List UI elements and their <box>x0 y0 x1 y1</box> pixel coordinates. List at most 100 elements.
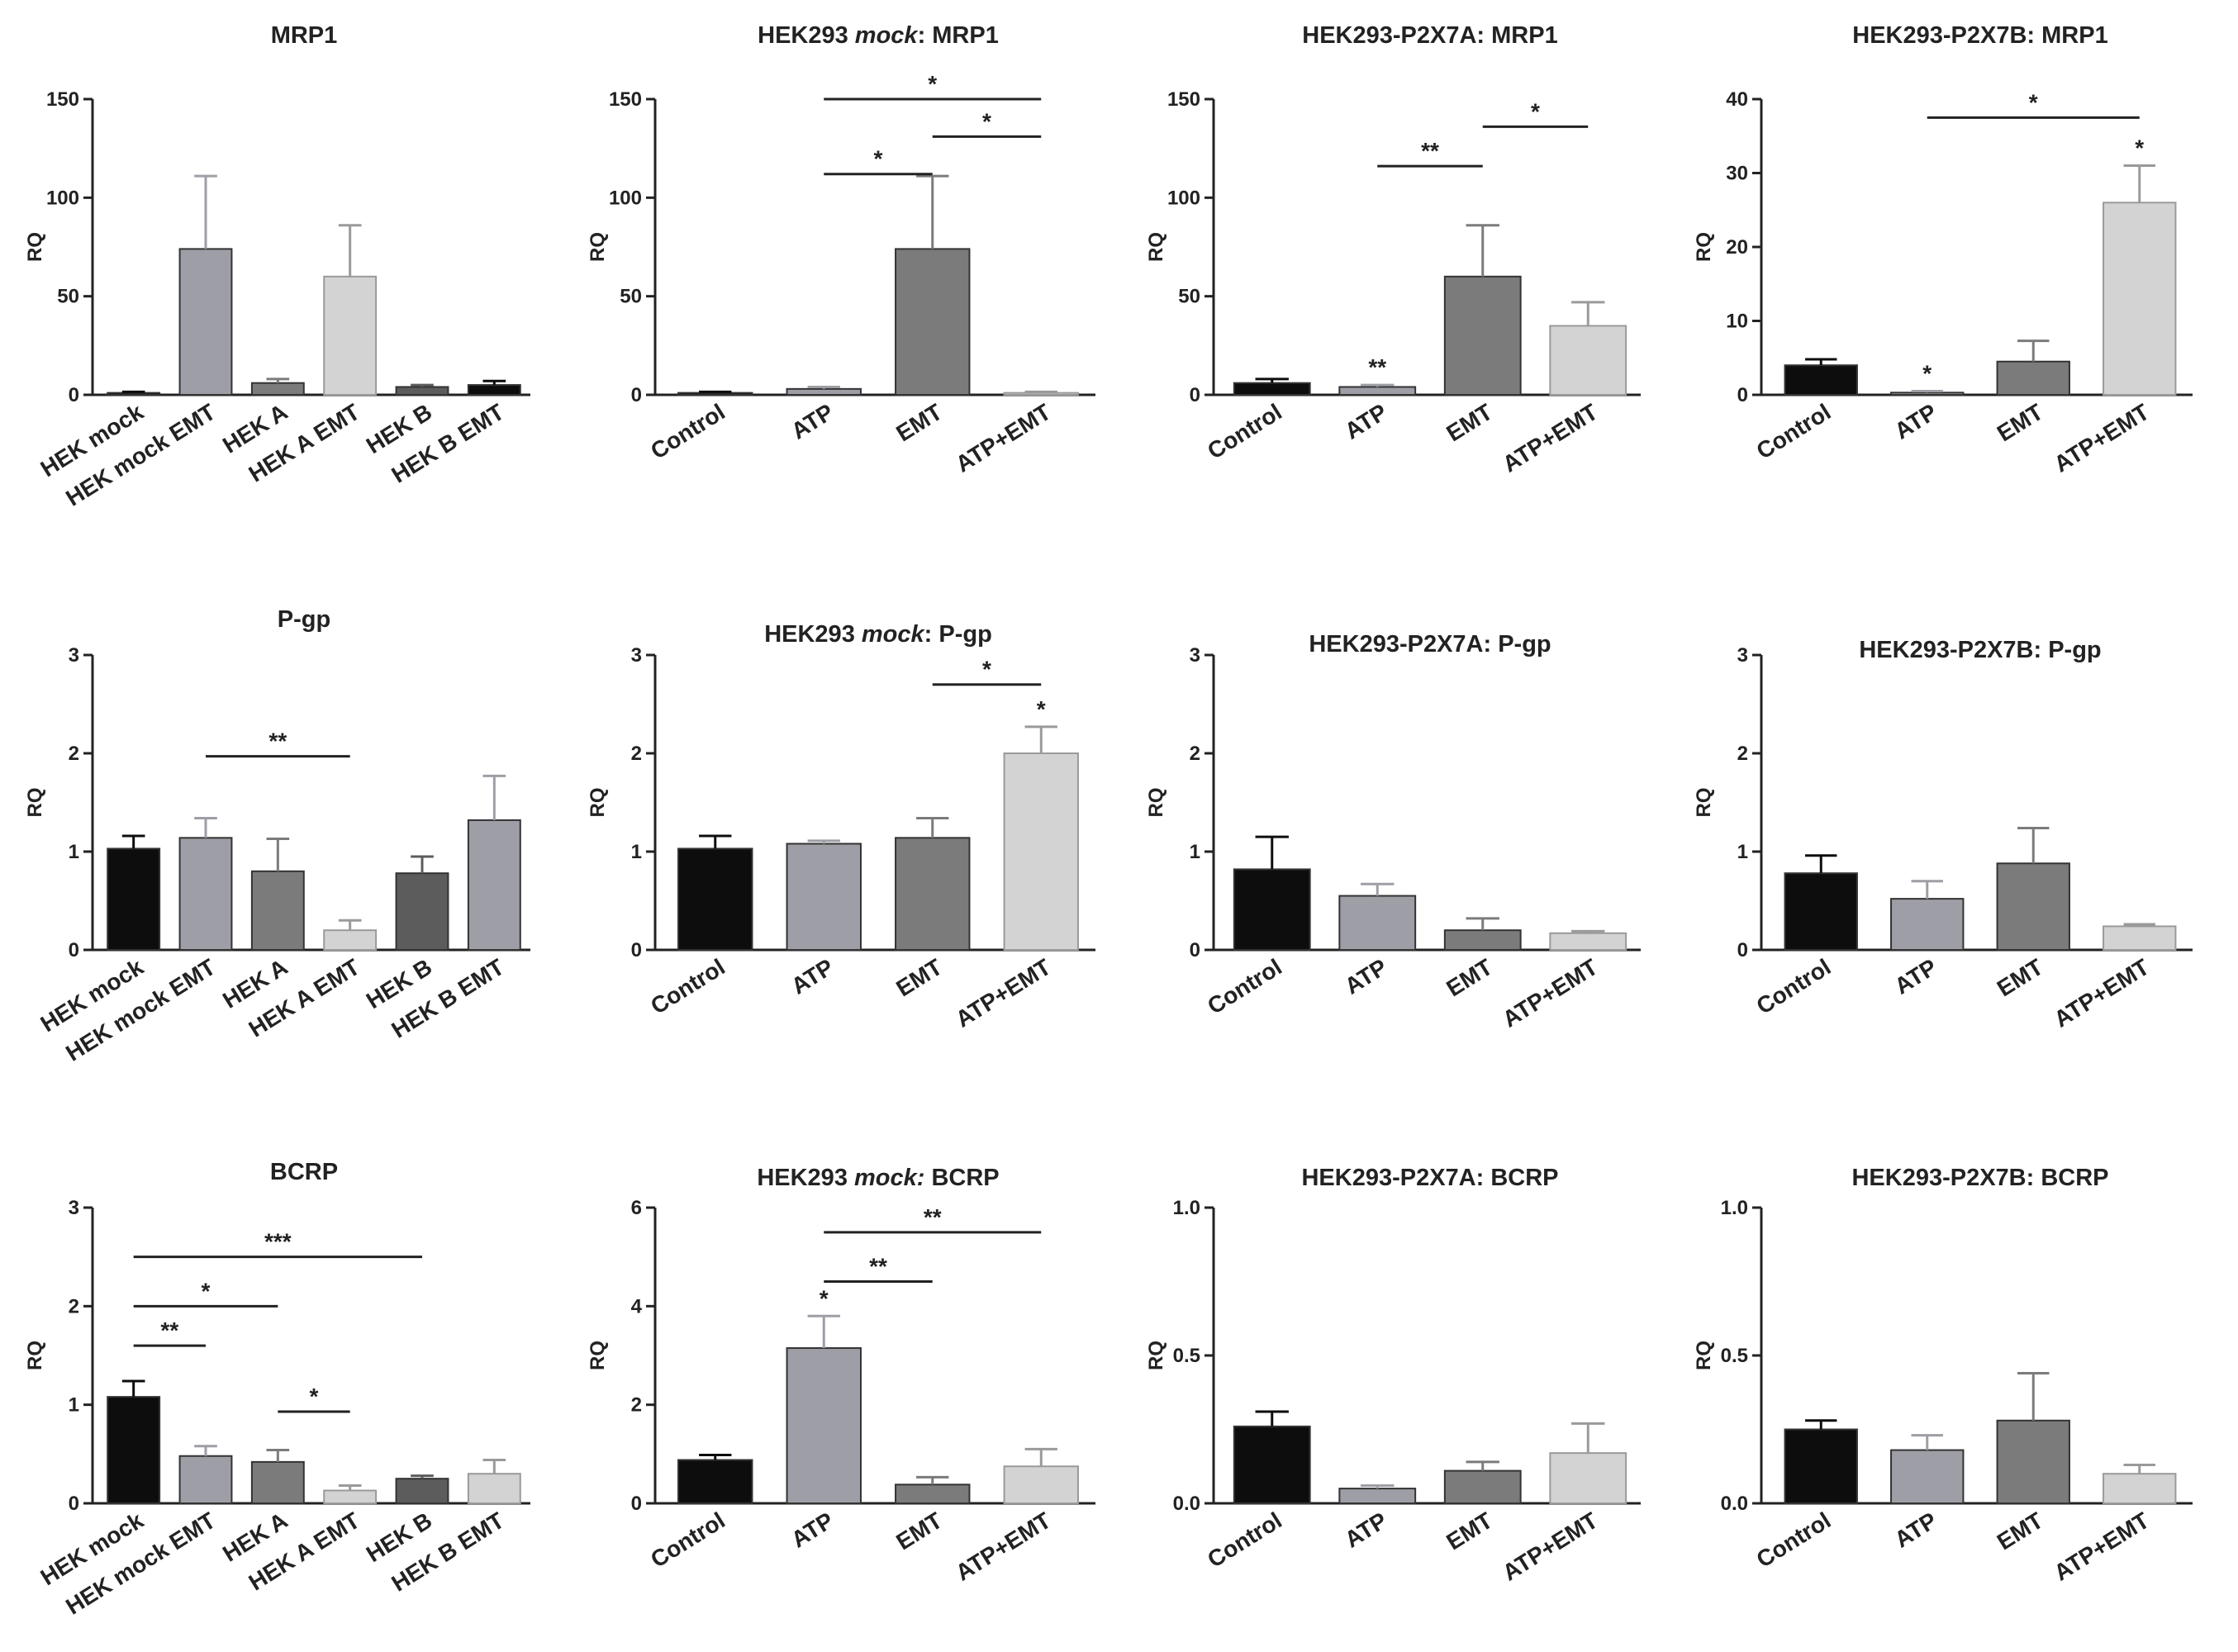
bar <box>677 392 753 396</box>
x-tick-label: EMT <box>1442 399 1497 447</box>
x-tick-label: ATP+EMT <box>1498 954 1602 1032</box>
y-tick-label: 3 <box>1737 644 1748 667</box>
bar <box>895 837 971 952</box>
y-tick-label: 1 <box>1737 841 1748 863</box>
bar <box>677 847 753 952</box>
chart-title-part: HEK293 <box>758 22 855 49</box>
x-tick-label: EMT <box>891 1507 947 1555</box>
significance-label: * <box>982 108 991 134</box>
chart-title: HEK293-P2X7A: BCRP <box>1301 1165 1558 1191</box>
bar-significance-label: * <box>2135 135 2144 161</box>
x-tick-label: Control <box>1203 954 1286 1019</box>
chart-panel-10: HEK293 mock: BCRP 0 2 4 6 RQ Control ATP EMT ATP+… <box>587 1165 1095 1586</box>
x-tick-label: EMT <box>1442 954 1497 1002</box>
y-tick-label: 100 <box>1167 187 1200 209</box>
y-tick-label: 0 <box>631 939 642 961</box>
x-tick-label: ATP <box>1340 1507 1391 1553</box>
x-tick-label: Control <box>646 1507 729 1573</box>
x-tick-label: ATP <box>1340 954 1391 999</box>
y-tick-label: 0.0 <box>1173 1493 1200 1515</box>
significance-label: * <box>1531 98 1540 124</box>
y-tick-label: 1 <box>69 1394 79 1417</box>
y-tick-label: 0 <box>69 384 79 406</box>
bar <box>1443 275 1522 396</box>
significance-label: * <box>928 71 937 97</box>
bar <box>786 1347 862 1505</box>
x-tick-label: ATP <box>1890 399 1941 444</box>
y-tick-label: 0 <box>69 939 79 961</box>
bar <box>1233 868 1311 952</box>
chart-panel-7: HEK293-P2X7A: P-gp 0 1 2 3 RQ Control ATP EMT ATP… <box>1145 631 1641 1032</box>
y-tick-label: 2 <box>1190 743 1200 765</box>
x-tick-label: ATP <box>786 954 838 999</box>
chart-title: HEK293 mock: MRP1 <box>758 22 999 49</box>
x-tick-label: Control <box>646 399 729 464</box>
chart-title-part: HEK293 <box>764 621 862 648</box>
x-tick-label: ATP+EMT <box>1498 399 1602 477</box>
significance-label: ** <box>268 729 287 754</box>
bar <box>1890 898 1965 951</box>
y-tick-label: 150 <box>1167 88 1200 111</box>
bar <box>1549 325 1627 396</box>
x-tick-label: EMT <box>891 399 947 447</box>
bar <box>1233 1425 1311 1505</box>
bar <box>2103 1473 2177 1504</box>
chart-title-part: mock <box>862 621 926 648</box>
y-tick-label: 1.0 <box>1721 1197 1748 1219</box>
y-tick-label: 2 <box>69 1295 79 1317</box>
y-tick-label: 150 <box>609 88 642 111</box>
chart-title: HEK293-P2X7A: MRP1 <box>1302 22 1557 49</box>
chart-title-part: : P-gp <box>924 621 992 648</box>
y-tick-label: 6 <box>631 1197 642 1219</box>
bar <box>395 872 449 952</box>
bar <box>1443 1469 1522 1504</box>
y-tick-label: 2 <box>631 743 642 765</box>
significance-label: * <box>310 1384 319 1409</box>
x-tick-label: Control <box>646 954 729 1019</box>
x-tick-label: ATP+EMT <box>951 954 1055 1032</box>
x-tick-label: Control <box>1752 399 1836 464</box>
bar <box>250 1460 305 1505</box>
y-tick-label: 1 <box>69 841 79 863</box>
y-axis-label: RQ <box>587 1341 609 1370</box>
bar <box>1784 1428 1858 1504</box>
y-tick-label: 0 <box>631 384 642 406</box>
bar <box>178 248 233 396</box>
chart-panel-3: HEK293-P2X7A: MRP1 0 50 100 150 RQ Control ATP E… <box>1145 22 1641 477</box>
chart-panel-2: HEK293 mock: MRP1 0 50 100 150 RQ Control ATP EM… <box>587 22 1095 477</box>
y-tick-label: 0 <box>1737 384 1748 406</box>
y-tick-label: 3 <box>69 644 79 667</box>
chart-title: P-gp <box>278 606 330 633</box>
y-axis-label: RQ <box>24 788 46 818</box>
y-tick-label: 40 <box>1726 88 1748 111</box>
x-tick-label: ATP <box>786 399 838 444</box>
y-tick-label: 100 <box>609 187 642 209</box>
y-tick-label: 2 <box>631 1394 642 1417</box>
chart-title: HEK293-P2X7A: P-gp <box>1309 631 1551 657</box>
y-tick-label: 0.5 <box>1173 1345 1200 1367</box>
chart-panel-11: HEK293-P2X7A: BCRP 0.0 0.5 1.0 RQ Control ATP E… <box>1145 1165 1641 1586</box>
y-tick-label: 0.5 <box>1721 1345 1748 1367</box>
x-tick-label: EMT <box>891 954 947 1002</box>
bar <box>1338 386 1417 396</box>
y-tick-label: 30 <box>1726 163 1748 185</box>
chart-title-part: mock: <box>854 1165 924 1191</box>
chart-title-part: mock <box>855 22 919 49</box>
y-axis-label: RQ <box>1693 232 1715 262</box>
y-tick-label: 0.0 <box>1721 1493 1748 1515</box>
x-tick-label: Control <box>1752 954 1836 1019</box>
bar <box>1003 752 1079 951</box>
y-axis-label: RQ <box>587 232 609 262</box>
bar <box>107 1396 161 1504</box>
bar <box>1233 382 1311 396</box>
bar <box>323 929 378 951</box>
y-tick-label: 0 <box>631 1493 642 1515</box>
x-tick-label: EMT <box>1993 399 2048 447</box>
bar <box>895 248 971 396</box>
bar <box>1003 1465 1079 1504</box>
y-tick-label: 10 <box>1726 311 1748 333</box>
x-tick-label: EMT <box>1993 954 2048 1002</box>
y-tick-label: 1 <box>631 841 642 863</box>
